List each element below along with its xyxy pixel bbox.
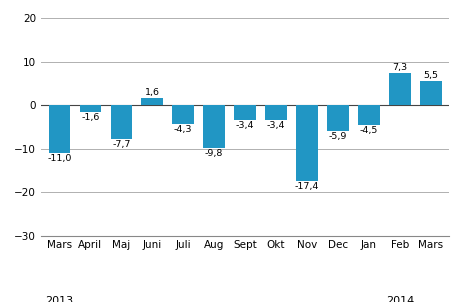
Text: -9,8: -9,8 bbox=[205, 149, 223, 158]
Text: 2013: 2013 bbox=[45, 297, 74, 302]
Text: -7,7: -7,7 bbox=[112, 140, 131, 149]
Text: -4,3: -4,3 bbox=[174, 125, 192, 134]
Bar bbox=[265, 105, 287, 120]
Text: -4,5: -4,5 bbox=[360, 126, 378, 135]
Text: -3,4: -3,4 bbox=[267, 121, 286, 130]
Bar bbox=[79, 105, 101, 112]
Text: -5,9: -5,9 bbox=[329, 132, 347, 141]
Bar bbox=[389, 73, 411, 105]
Bar bbox=[203, 105, 225, 148]
Bar bbox=[327, 105, 349, 131]
Bar bbox=[420, 81, 442, 105]
Text: -1,6: -1,6 bbox=[81, 113, 99, 122]
Bar bbox=[234, 105, 256, 120]
Bar bbox=[49, 105, 70, 153]
Bar bbox=[110, 105, 132, 139]
Bar bbox=[142, 98, 163, 105]
Text: 2014: 2014 bbox=[386, 297, 414, 302]
Bar bbox=[358, 105, 380, 125]
Bar bbox=[296, 105, 318, 181]
Bar bbox=[173, 105, 194, 124]
Text: -3,4: -3,4 bbox=[236, 121, 254, 130]
Text: 1,6: 1,6 bbox=[145, 88, 160, 97]
Text: 5,5: 5,5 bbox=[424, 71, 439, 80]
Text: 7,3: 7,3 bbox=[392, 63, 408, 72]
Text: -11,0: -11,0 bbox=[47, 154, 72, 163]
Text: -17,4: -17,4 bbox=[295, 182, 319, 191]
